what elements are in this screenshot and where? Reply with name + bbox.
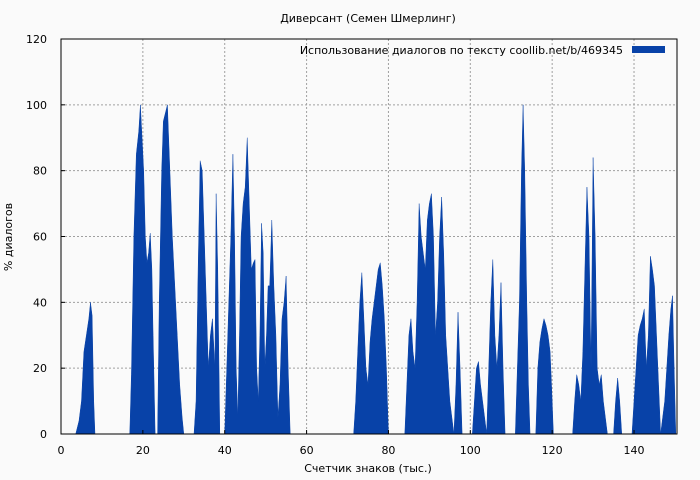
x-tick-label: 120 <box>542 444 563 457</box>
y-tick-label: 0 <box>40 428 47 441</box>
y-tick-label: 100 <box>26 99 47 112</box>
x-tick-label: 40 <box>218 444 232 457</box>
y-tick-label: 20 <box>33 362 47 375</box>
x-tick-label: 100 <box>460 444 481 457</box>
series-layer <box>75 104 677 435</box>
y-tick-label: 40 <box>33 296 47 309</box>
x-tick-label: 20 <box>136 444 150 457</box>
legend: Использование диалогов по тексту coollib… <box>300 44 665 57</box>
y-tick-label: 60 <box>33 231 47 244</box>
x-tick-label: 0 <box>58 444 65 457</box>
series-area <box>75 104 677 435</box>
x-tick-label: 140 <box>624 444 645 457</box>
x-tick-label: 60 <box>300 444 314 457</box>
y-tick-label: 120 <box>26 33 47 46</box>
y-axis-label: % диалогов <box>2 203 15 271</box>
chart-title: Диверсант (Семен Шмерлинг) <box>280 12 456 25</box>
legend-label: Использование диалогов по тексту coollib… <box>300 44 623 57</box>
x-axis-label: Счетчик знаков (тыс.) <box>304 462 432 475</box>
ticks: 0 20 40 60 80 100 120 140 0 20 40 60 80 100 120 <box>26 33 645 457</box>
legend-swatch <box>632 46 665 53</box>
x-tick-label: 80 <box>381 444 395 457</box>
y-tick-label: 80 <box>33 165 47 178</box>
